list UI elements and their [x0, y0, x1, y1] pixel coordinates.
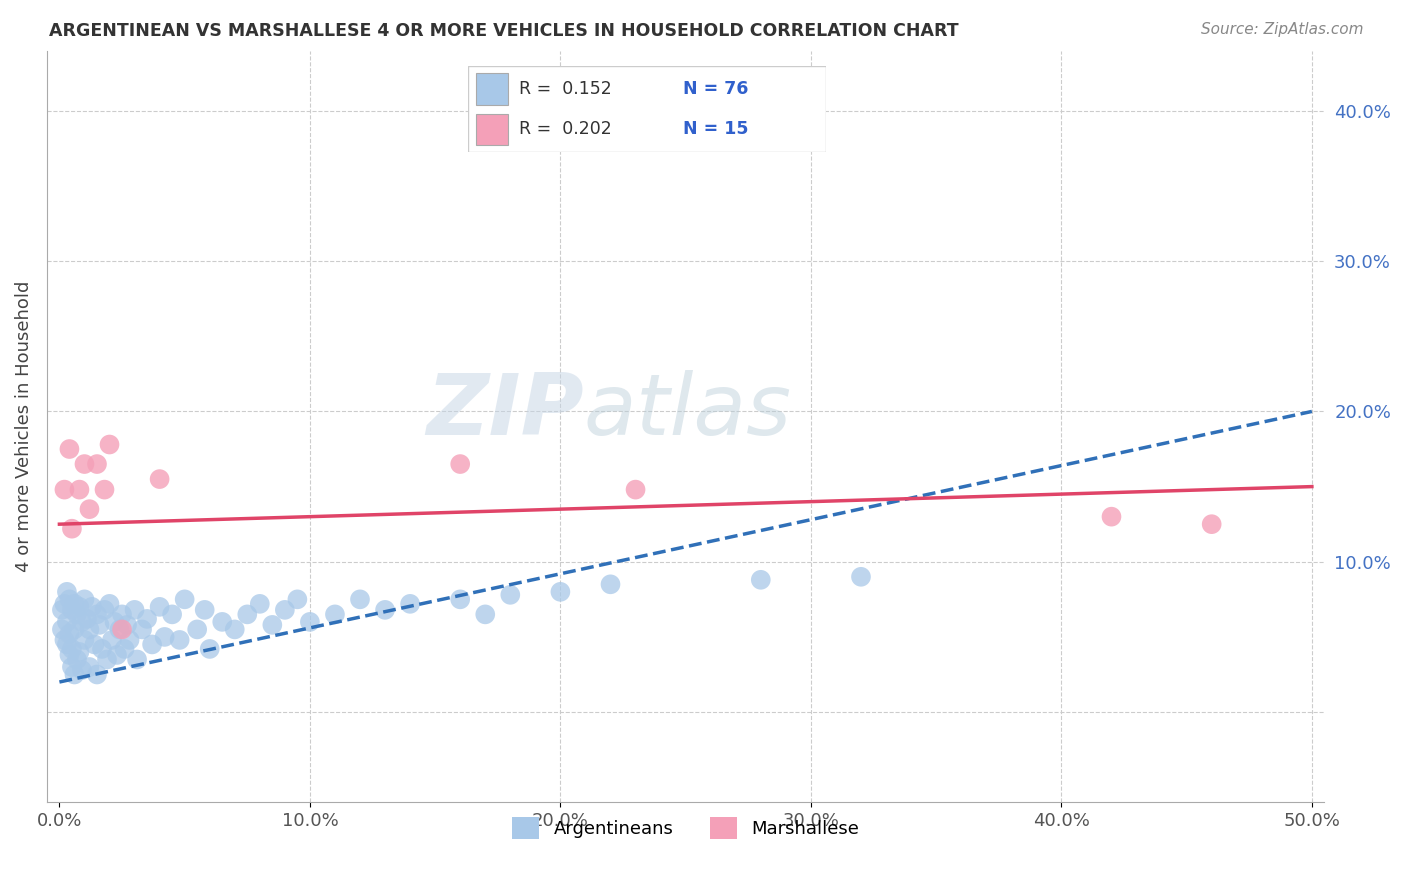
Point: [58, 648, 80, 662]
Point: [474, 607, 496, 622]
Point: [111, 607, 134, 622]
Point: [141, 637, 163, 651]
Text: Source: ZipAtlas.com: Source: ZipAtlas.com: [1201, 22, 1364, 37]
Point: [69, 645, 91, 659]
Point: [86, 607, 108, 622]
Point: [93, 483, 115, 497]
Point: [86, 667, 108, 681]
Point: [499, 588, 522, 602]
Point: [56, 637, 79, 651]
Point: [1201, 517, 1223, 532]
Point: [70, 663, 93, 677]
Point: [108, 623, 131, 637]
Point: [599, 577, 621, 591]
Point: [399, 597, 422, 611]
Legend: Argentineans, Marshallese: Argentineans, Marshallese: [505, 809, 866, 846]
Point: [274, 603, 297, 617]
Point: [70, 615, 93, 629]
Point: [66, 652, 89, 666]
Point: [66, 607, 89, 622]
Point: [287, 592, 309, 607]
Point: [298, 615, 321, 629]
Point: [98, 597, 121, 611]
Point: [60, 660, 83, 674]
Point: [56, 584, 79, 599]
Point: [60, 642, 83, 657]
Point: [63, 597, 86, 611]
Point: [79, 623, 101, 637]
Point: [63, 623, 86, 637]
Point: [83, 637, 105, 651]
Point: [374, 603, 396, 617]
Point: [103, 615, 125, 629]
Point: [149, 599, 172, 614]
Point: [249, 597, 271, 611]
Point: [125, 652, 148, 666]
Point: [80, 599, 103, 614]
Point: [51, 623, 73, 637]
Point: [449, 592, 471, 607]
Point: [79, 660, 101, 674]
Text: ARGENTINEAN VS MARSHALLESE 4 OR MORE VEHICLES IN HOUSEHOLD CORRELATION CHART: ARGENTINEAN VS MARSHALLESE 4 OR MORE VEH…: [49, 22, 959, 40]
Point: [236, 607, 259, 622]
Point: [169, 632, 191, 647]
Point: [118, 632, 141, 647]
Point: [550, 584, 572, 599]
Point: [323, 607, 346, 622]
Point: [98, 437, 121, 451]
Point: [124, 603, 146, 617]
Point: [749, 573, 772, 587]
Point: [849, 570, 872, 584]
Point: [131, 623, 153, 637]
Point: [198, 642, 221, 657]
Point: [69, 599, 91, 614]
Text: atlas: atlas: [583, 370, 792, 453]
Point: [89, 618, 111, 632]
Point: [262, 618, 284, 632]
Point: [624, 483, 647, 497]
Point: [115, 618, 138, 632]
Point: [73, 632, 96, 647]
Point: [105, 648, 128, 662]
Point: [224, 623, 246, 637]
Point: [349, 592, 371, 607]
Point: [58, 442, 80, 456]
Point: [53, 483, 76, 497]
Point: [58, 627, 80, 641]
Point: [211, 615, 233, 629]
Point: [136, 612, 159, 626]
Point: [149, 472, 172, 486]
Point: [1101, 509, 1123, 524]
Point: [93, 603, 115, 617]
Point: [449, 457, 471, 471]
Point: [86, 457, 108, 471]
Point: [53, 597, 76, 611]
Point: [69, 483, 91, 497]
Point: [153, 630, 176, 644]
Point: [60, 603, 83, 617]
Point: [194, 603, 217, 617]
Point: [114, 642, 136, 657]
Point: [111, 623, 134, 637]
Point: [56, 615, 79, 629]
Text: ZIP: ZIP: [426, 370, 583, 453]
Point: [173, 592, 195, 607]
Y-axis label: 4 or more Vehicles in Household: 4 or more Vehicles in Household: [15, 281, 32, 572]
Point: [76, 612, 98, 626]
Point: [96, 652, 118, 666]
Point: [73, 457, 96, 471]
Point: [79, 502, 101, 516]
Point: [63, 667, 86, 681]
Point: [160, 607, 183, 622]
Point: [58, 592, 80, 607]
Point: [60, 522, 83, 536]
Point: [53, 632, 76, 647]
Point: [51, 603, 73, 617]
Point: [101, 632, 124, 647]
Point: [91, 642, 114, 657]
Point: [186, 623, 208, 637]
Point: [73, 592, 96, 607]
